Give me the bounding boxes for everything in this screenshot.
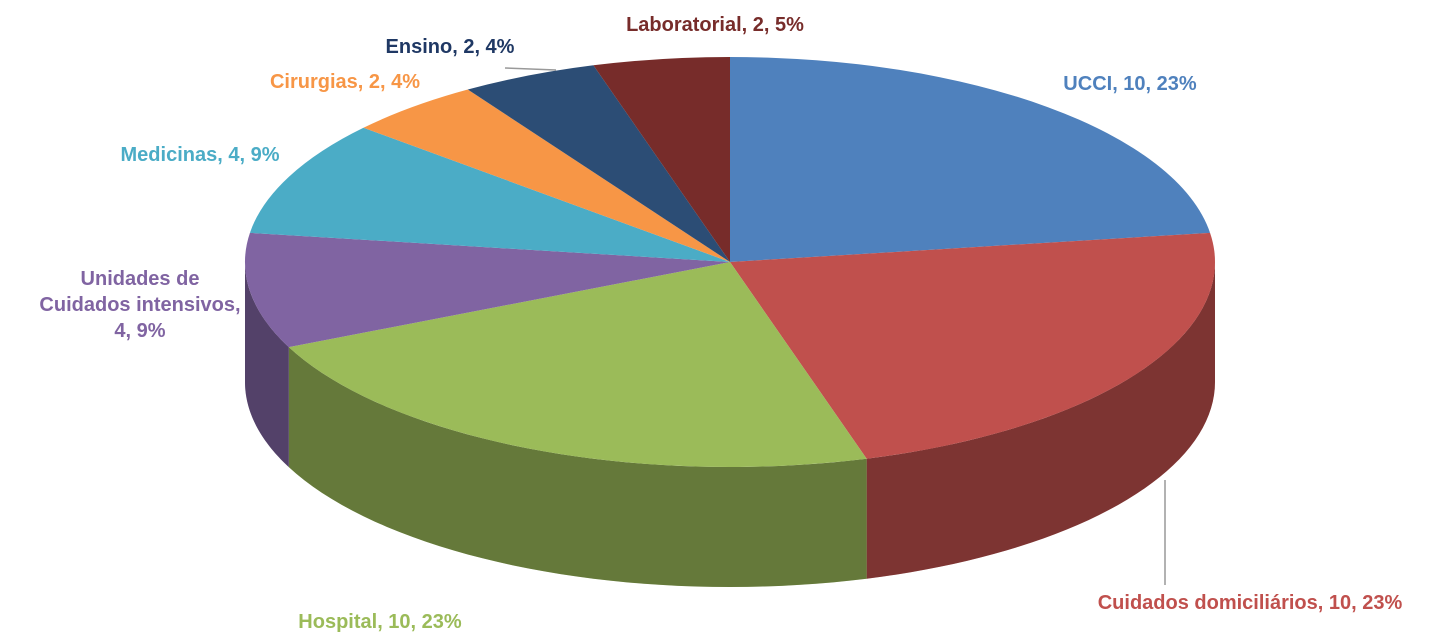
side-walls: [245, 262, 1215, 587]
slice-side-wall: [288, 347, 867, 587]
slice: [730, 57, 1211, 262]
slice-side-wall: [245, 262, 289, 468]
leader-line: [504, 67, 557, 71]
slice-side-shade: [245, 262, 289, 468]
data-label: Cirurgias, 2, 4%: [269, 71, 421, 93]
data-label: Medicinas, 4, 9%: [120, 144, 280, 166]
data-label: Cuidados domiciliários, 10, 23%: [1097, 592, 1403, 614]
slice: [593, 57, 730, 262]
data-label: Hospital, 10, 23%: [298, 611, 462, 633]
slice-side: [245, 262, 289, 468]
slice: [730, 232, 1215, 459]
slice-side-shade: [288, 347, 867, 587]
slice: [249, 127, 731, 263]
slice-side: [866, 262, 1215, 579]
slice: [288, 262, 867, 467]
slice: [467, 65, 730, 262]
slice: [244, 232, 730, 348]
data-label: Laboratorial, 2, 5%: [626, 14, 804, 36]
data-label: Unidades de Cuidados intensivos, 4, 9%: [39, 268, 241, 342]
slice: [363, 89, 730, 262]
slice-side: [288, 347, 867, 587]
data-label: UCCI, 10, 23%: [1063, 73, 1197, 95]
slice-side-wall: [866, 262, 1215, 579]
slice-side-shade: [866, 262, 1215, 579]
data-label: Ensino, 2, 4%: [385, 36, 515, 58]
